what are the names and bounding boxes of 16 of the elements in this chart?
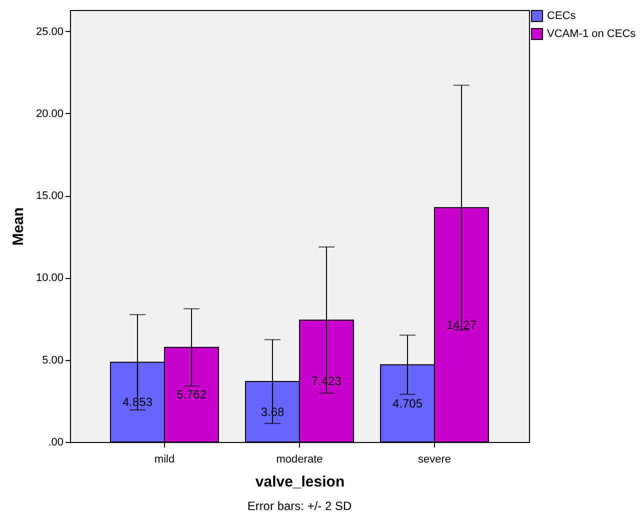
data-label: 4.705	[392, 396, 423, 410]
x-tick-label: severe	[418, 454, 452, 466]
legend-label: VCAM-1 on CECs	[547, 28, 636, 40]
x-axis-title: valve_lesion	[255, 474, 345, 490]
legend-label: CECs	[547, 10, 576, 22]
y-tick-label: 15.00	[36, 190, 64, 202]
y-tick-label: .00	[48, 436, 64, 448]
text: Error bars: +/- 2 SD	[247, 499, 352, 513]
x-tick-label: moderate	[276, 454, 323, 466]
y-tick-label: 25.00	[36, 26, 64, 38]
y-tick-label: 20.00	[36, 108, 64, 120]
y-tick-label: 5.00	[42, 354, 64, 366]
y-axis-title: Mean	[10, 207, 27, 246]
x-tick-label: mild	[154, 454, 175, 466]
data-label: 5.762	[176, 388, 207, 402]
y-tick-label: 10.00	[36, 272, 64, 284]
